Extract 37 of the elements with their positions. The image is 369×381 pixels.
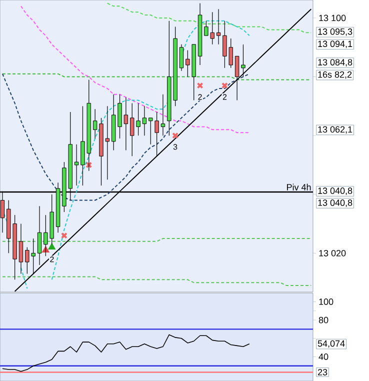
ref-line-label: Piv 4h — [287, 184, 311, 190]
candlestick — [124, 97, 128, 151]
text: 54,074 — [318, 340, 345, 348]
text: 13 094,1 — [318, 40, 352, 48]
candlestick — [18, 223, 24, 274]
candlestick — [74, 144, 79, 186]
point — [172, 132, 179, 139]
candlestick — [216, 8, 221, 45]
annotation: 2 — [50, 256, 54, 262]
text: 13 040,8 — [318, 200, 352, 207]
y-tick-label: 13 100 — [319, 14, 346, 22]
candlestick — [234, 56, 240, 101]
annotation: 3 — [173, 144, 178, 150]
line-series — [2, 334, 250, 372]
candlestick — [92, 108, 98, 139]
text: 16s 82,2 — [318, 71, 352, 79]
y-tick-label: 100 — [319, 298, 334, 305]
candlestick — [37, 206, 42, 266]
text: 23 — [318, 369, 328, 376]
y-tick-label: 80 — [318, 316, 328, 324]
y-tick-label: 13 020 — [319, 250, 346, 256]
candlestick — [160, 94, 166, 136]
point — [60, 232, 68, 239]
text: 13 062,1 — [318, 126, 352, 134]
text: 13 084,8 — [318, 59, 352, 66]
text: 13 040,8 — [318, 188, 352, 195]
candlestick — [142, 106, 147, 136]
candlestick — [241, 44, 246, 78]
annotation: 2 — [198, 94, 202, 100]
point — [48, 244, 56, 250]
text: 13 095,3 — [318, 28, 352, 36]
candlestick — [179, 44, 184, 72]
annotation: 2 — [222, 94, 227, 100]
point — [86, 162, 92, 168]
y-tick-label: 40 — [318, 354, 328, 360]
point — [221, 82, 228, 89]
point — [196, 82, 204, 89]
